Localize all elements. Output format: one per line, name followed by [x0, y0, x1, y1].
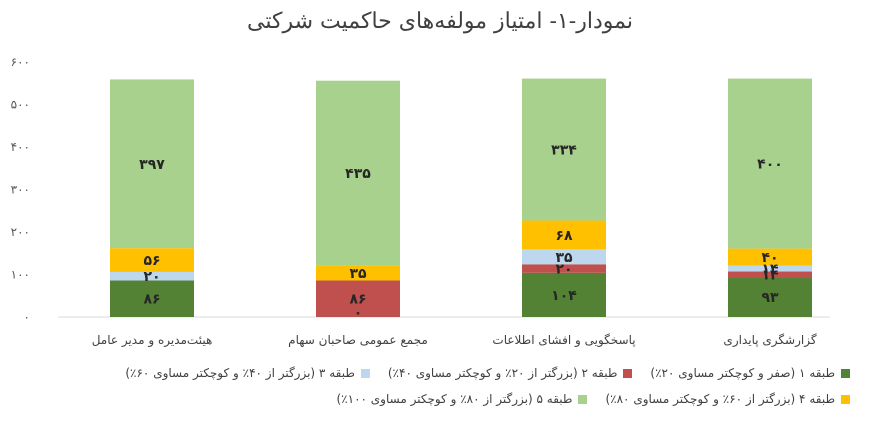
data-label: ۳۳۴: [551, 143, 577, 159]
legend-label: طبقه ۲ (بزرگتر از ۲۰٪ و کوچکتر مساوی ۴۰٪…: [387, 366, 618, 380]
bar-segment: [522, 220, 606, 250]
bars: [110, 78, 812, 317]
data-label: ۴۳۵: [345, 166, 371, 182]
legend-swatch: [360, 368, 370, 378]
x-axis: هیئت‌مدیره و مدیر عامل مجمع عمومی صاحبان …: [92, 333, 817, 348]
legend-swatch: [841, 394, 850, 404]
data-label: ۰: [354, 305, 363, 321]
bar-segment: [728, 265, 812, 272]
chart-title: نمودار-۱- امتیاز مولفه‌های حاکمیت شرکتی: [247, 9, 633, 34]
data-label: ۵۶: [143, 253, 160, 269]
y-tick-label: ۲۰۰: [11, 225, 30, 239]
bar-segment: [522, 78, 606, 221]
bar-segment: [522, 272, 606, 317]
data-label: ۸۶: [349, 292, 366, 308]
legend-label: طبقه ۵ (بزرگتر از ۸۰٪ و کوچکتر مساوی ۱۰۰…: [336, 392, 573, 406]
x-category-label: گزارشگری پایداری: [723, 333, 816, 348]
legend-item: طبقه ۱ (صفر و کوچکتر مساوی ۲۰٪): [650, 366, 850, 380]
bar-segment: [522, 264, 606, 273]
data-label: ۳۵: [349, 266, 367, 282]
data-label: ۲۰: [555, 262, 572, 278]
data-label: ۱۴: [761, 268, 779, 284]
legend-item: طبقه ۳ (بزرگتر از ۴۰٪ و کوچکتر مساوی ۶۰٪…: [125, 366, 370, 380]
bar-segment: [316, 280, 400, 317]
bar-segment: [316, 265, 400, 281]
y-tick-label: ۴۰۰: [11, 140, 30, 154]
y-tick-label: ۵۰۰: [11, 98, 30, 112]
y-tick-label: ۰: [24, 310, 30, 324]
y-tick-label: ۱۰۰: [11, 268, 30, 282]
bar-segment: [110, 280, 194, 317]
legend-item: طبقه ۴ (بزرگتر از ۶۰٪ و کوچکتر مساوی ۸۰٪…: [605, 392, 850, 406]
bar-segment: [110, 271, 194, 281]
y-tick-label: ۶۰۰: [11, 55, 30, 69]
data-label: ۱۰۴: [551, 288, 577, 304]
legend-item: طبقه ۲ (بزرگتر از ۲۰٪ و کوچکتر مساوی ۴۰٪…: [388, 366, 633, 380]
legend-swatch: [623, 368, 633, 378]
legend-label: طبقه ۳ (بزرگتر از ۴۰٪ و کوچکتر مساوی ۶۰٪…: [125, 366, 355, 380]
legend: طبقه ۱ (صفر و کوچکتر مساوی ۲۰٪) طبقه ۲ (ب…: [30, 366, 850, 406]
data-label: ۳۵: [555, 250, 573, 266]
y-tick-label: ۳۰۰: [11, 183, 30, 197]
data-label: ۳۹۷: [139, 157, 165, 173]
legend-swatch: [841, 368, 850, 378]
legend-swatch: [578, 394, 588, 404]
x-category-label: هیئت‌مدیره و مدیر عامل: [92, 333, 213, 348]
bar-segment: [728, 78, 812, 249]
data-label: ۸۶: [143, 292, 160, 308]
bar-segment: [728, 248, 812, 266]
bar-segment: [728, 271, 812, 278]
data-label: ۴۰۰: [757, 157, 783, 173]
data-label: ۴۰: [761, 250, 778, 266]
data-label: ۱۴: [761, 262, 779, 278]
x-category-label: مجمع عمومی صاحبان سهام: [288, 333, 428, 348]
legend-label: طبقه ۴ (بزرگتر از ۶۰٪ و کوچکتر مساوی ۸۰٪…: [605, 392, 835, 406]
bar-segment: [110, 79, 194, 249]
x-category-label: پاسخگویی و افشای اطلاعات: [492, 333, 635, 348]
legend-label: طبقه ۱ (صفر و کوچکتر مساوی ۲۰٪): [650, 366, 835, 380]
data-label: ۹۳: [761, 290, 779, 306]
y-axis: ۰ ۱۰۰ ۲۰۰ ۳۰۰ ۴۰۰ ۵۰۰ ۶۰۰: [11, 55, 30, 324]
bar-segment: [110, 248, 194, 272]
legend-item: طبقه ۵ (بزرگتر از ۸۰٪ و کوچکتر مساوی ۱۰۰…: [336, 392, 588, 406]
bar-segment: [316, 80, 400, 266]
data-label: ۶۸: [555, 228, 573, 244]
bar-segment: [522, 249, 606, 265]
data-label: ۲۰: [143, 269, 160, 285]
bar-segment: [728, 277, 812, 317]
